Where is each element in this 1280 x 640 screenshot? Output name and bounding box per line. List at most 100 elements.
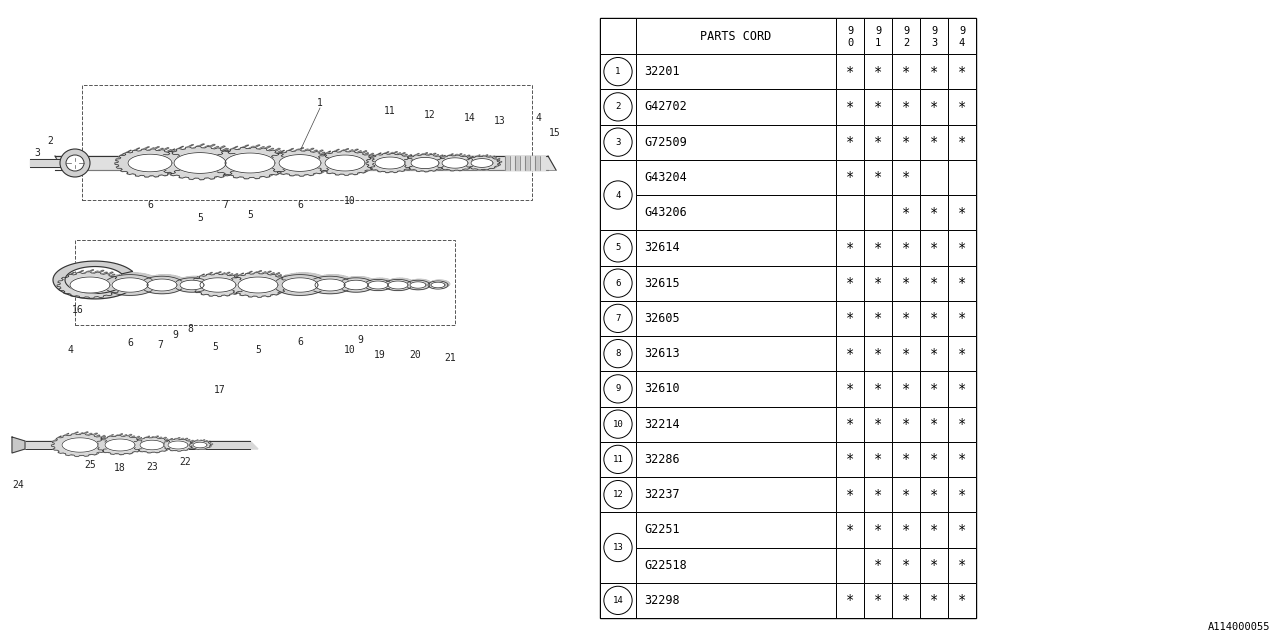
Polygon shape — [118, 159, 123, 162]
Polygon shape — [447, 161, 449, 163]
Polygon shape — [124, 452, 128, 454]
Polygon shape — [356, 151, 361, 153]
Polygon shape — [163, 163, 166, 166]
Polygon shape — [81, 454, 84, 456]
Polygon shape — [164, 169, 169, 172]
Polygon shape — [73, 432, 78, 434]
Polygon shape — [195, 288, 198, 290]
Polygon shape — [392, 278, 396, 280]
Polygon shape — [159, 156, 164, 159]
Polygon shape — [108, 451, 111, 452]
Text: G43204: G43204 — [644, 171, 687, 184]
Polygon shape — [237, 291, 241, 292]
Text: *: * — [846, 65, 854, 79]
Polygon shape — [316, 165, 320, 168]
Polygon shape — [314, 150, 376, 175]
Polygon shape — [119, 153, 124, 156]
Polygon shape — [196, 276, 200, 278]
Polygon shape — [79, 296, 86, 298]
Polygon shape — [170, 170, 175, 173]
Polygon shape — [305, 173, 310, 175]
Polygon shape — [371, 166, 375, 168]
Polygon shape — [343, 278, 347, 280]
Polygon shape — [477, 155, 480, 156]
Bar — [948, 336, 977, 371]
Polygon shape — [326, 166, 332, 168]
Polygon shape — [389, 279, 393, 280]
Text: *: * — [902, 205, 910, 220]
Polygon shape — [310, 280, 314, 282]
Polygon shape — [275, 278, 280, 281]
Polygon shape — [340, 279, 344, 281]
Bar — [836, 583, 864, 618]
Polygon shape — [435, 155, 475, 171]
Polygon shape — [429, 283, 430, 284]
Polygon shape — [344, 280, 369, 290]
Polygon shape — [346, 173, 351, 175]
Polygon shape — [209, 145, 215, 147]
Polygon shape — [64, 433, 69, 435]
Polygon shape — [56, 438, 60, 440]
Polygon shape — [247, 271, 252, 273]
Polygon shape — [86, 295, 91, 297]
Polygon shape — [184, 164, 188, 167]
Polygon shape — [489, 168, 493, 169]
Polygon shape — [344, 278, 348, 279]
Polygon shape — [132, 437, 172, 453]
Polygon shape — [338, 284, 340, 285]
Polygon shape — [384, 282, 387, 284]
Text: *: * — [846, 312, 854, 325]
Polygon shape — [209, 280, 211, 283]
Bar — [948, 371, 977, 406]
Text: *: * — [846, 488, 854, 502]
Bar — [836, 371, 864, 406]
Text: 5: 5 — [616, 243, 621, 252]
Polygon shape — [383, 170, 387, 172]
Polygon shape — [266, 271, 271, 273]
Polygon shape — [494, 166, 498, 167]
Polygon shape — [150, 173, 156, 176]
Polygon shape — [493, 167, 497, 168]
Polygon shape — [421, 170, 425, 171]
Polygon shape — [444, 159, 448, 161]
Polygon shape — [365, 168, 370, 171]
Polygon shape — [283, 169, 289, 172]
Polygon shape — [369, 156, 374, 158]
Bar — [892, 195, 920, 230]
Polygon shape — [142, 280, 145, 282]
Polygon shape — [369, 281, 388, 289]
Text: *: * — [846, 276, 854, 290]
Text: 4: 4 — [959, 38, 965, 48]
Polygon shape — [236, 166, 241, 169]
Bar — [920, 18, 948, 54]
Polygon shape — [412, 284, 415, 285]
Polygon shape — [284, 275, 289, 277]
Polygon shape — [230, 285, 234, 287]
Polygon shape — [145, 443, 147, 445]
Text: 21: 21 — [444, 353, 456, 363]
Polygon shape — [198, 277, 204, 278]
Polygon shape — [29, 159, 60, 167]
Text: 4: 4 — [616, 191, 621, 200]
Polygon shape — [58, 449, 61, 451]
Bar — [864, 336, 892, 371]
Polygon shape — [58, 283, 61, 285]
Polygon shape — [95, 453, 99, 455]
Polygon shape — [420, 154, 424, 156]
Polygon shape — [436, 280, 439, 281]
Bar — [836, 301, 864, 336]
Polygon shape — [54, 442, 58, 444]
Polygon shape — [320, 156, 324, 159]
Polygon shape — [137, 450, 141, 452]
Polygon shape — [348, 150, 353, 152]
Text: *: * — [846, 347, 854, 360]
Polygon shape — [142, 274, 148, 276]
Polygon shape — [385, 171, 390, 173]
Polygon shape — [445, 282, 448, 283]
Polygon shape — [406, 160, 408, 162]
Text: *: * — [902, 65, 910, 79]
Polygon shape — [326, 171, 332, 173]
Polygon shape — [401, 278, 404, 280]
Polygon shape — [122, 287, 125, 289]
Text: *: * — [846, 523, 854, 537]
